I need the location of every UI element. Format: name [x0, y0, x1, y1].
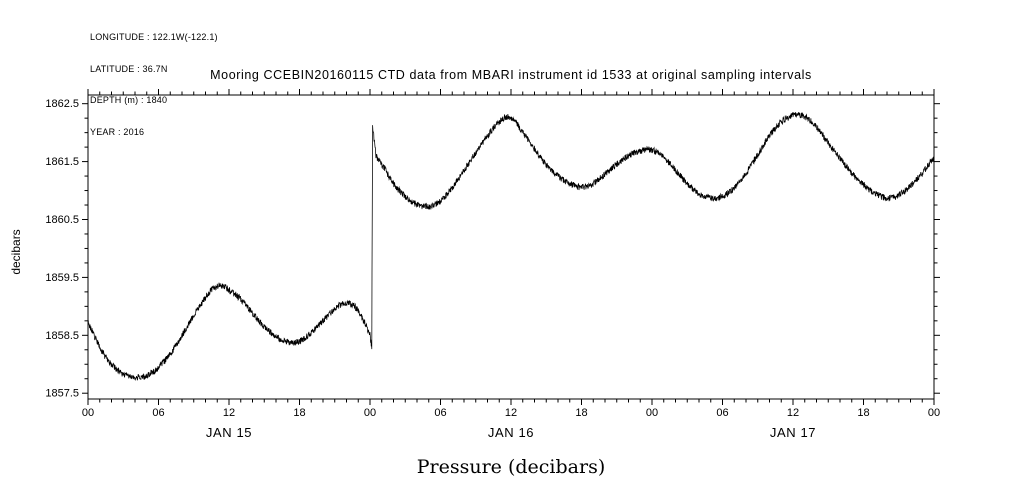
x-tick-label: 00 — [928, 407, 940, 419]
x-tick-label: 00 — [364, 407, 376, 419]
x-tick-label: 06 — [152, 407, 164, 419]
x-tick-label: 12 — [787, 407, 799, 419]
x-tick-label: 12 — [223, 407, 235, 419]
x-tick-label: 18 — [293, 407, 305, 419]
y-tick-label: 1862.5 — [45, 98, 79, 110]
station-metadata: LONGITUDE : 122.1W(-122.1) LATITUDE : 36… — [90, 11, 218, 158]
x-tick-label: 00 — [82, 407, 94, 419]
axes-layer: 00 06 12 18 00 06 12 18 00 06 12 18 001857.51858.518… — [45, 89, 940, 440]
x-tick-label: 06 — [434, 407, 446, 419]
y-tick-label: 1860.5 — [45, 214, 79, 226]
meta-longitude: LONGITUDE : 122.1W(-122.1) — [90, 32, 218, 42]
x-tick-label: 18 — [575, 407, 587, 419]
y-tick-label: 1859.5 — [45, 272, 79, 284]
x-tick-label: 06 — [716, 407, 728, 419]
x-tick-label: 00 — [646, 407, 658, 419]
x-tick-label: 12 — [505, 407, 517, 419]
y-tick-label: 1857.5 — [45, 388, 79, 400]
chart-title: Mooring CCEBIN20160115 CTD data from MBA… — [210, 68, 812, 82]
day-label: JAN 16 — [488, 425, 534, 440]
y-tick-label: 1861.5 — [45, 156, 79, 168]
day-label: JAN 15 — [206, 425, 252, 440]
x-axis-title: Pressure (decibars) — [417, 456, 606, 478]
x-tick-label: 18 — [857, 407, 869, 419]
y-tick-label: 1858.5 — [45, 330, 79, 342]
trace-layer — [87, 111, 935, 381]
meta-latitude: LATITUDE : 36.7N — [90, 63, 168, 74]
day-label: JAN 17 — [770, 425, 816, 440]
meta-year: YEAR : 2016 — [90, 126, 145, 137]
pressure-trace — [87, 111, 935, 381]
meta-depth: DEPTH (m) : 1840 — [90, 95, 168, 105]
y-axis-label: decibars — [9, 229, 23, 274]
